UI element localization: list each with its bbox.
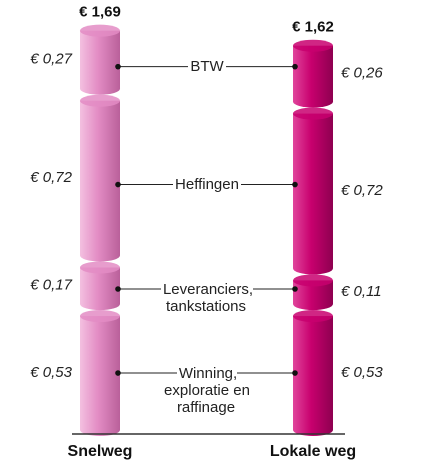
value-label: € 0,72 xyxy=(30,169,72,186)
connector-dot xyxy=(115,63,121,70)
connector-dot xyxy=(115,286,121,292)
cylinder-top xyxy=(80,94,120,107)
value-label: € 0,11 xyxy=(341,283,382,300)
cylinder xyxy=(293,45,333,102)
cylinder xyxy=(293,280,333,305)
cylinder-top xyxy=(293,107,333,120)
cylinder xyxy=(80,267,120,305)
category-label: Snelweg xyxy=(68,443,133,460)
cylinder xyxy=(80,316,120,430)
cylinder xyxy=(293,316,333,430)
value-label: € 0,72 xyxy=(341,182,383,199)
cylinder-top xyxy=(80,24,120,37)
series-name: Heffingen xyxy=(173,176,241,194)
total-label: € 1,69 xyxy=(79,4,121,21)
series-label: Winning, exploratie en raffinage xyxy=(153,364,261,416)
cylinder-top xyxy=(293,39,333,52)
series-label: Heffingen xyxy=(153,176,261,194)
cylinder-top xyxy=(80,310,120,323)
series-name: Winning, exploratie en raffinage xyxy=(164,364,250,416)
connector-dot xyxy=(292,286,298,292)
cylinder-top xyxy=(80,261,120,274)
value-label: € 0,27 xyxy=(30,51,72,68)
connector-dot xyxy=(115,181,121,188)
connector-dot xyxy=(115,370,121,376)
value-label: € 0,26 xyxy=(341,65,383,82)
value-label: € 0,17 xyxy=(30,277,72,294)
category-label: Lokale weg xyxy=(270,443,356,460)
total-label: € 1,62 xyxy=(292,19,334,36)
value-label: € 0,53 xyxy=(30,364,72,381)
cylinder xyxy=(80,30,120,89)
value-label: € 0,53 xyxy=(341,364,383,381)
series-label: BTW xyxy=(153,58,261,76)
series-name: BTW xyxy=(188,58,226,76)
cylinder xyxy=(80,100,120,256)
series-name: Leveranciers, tankstations xyxy=(160,280,254,315)
cylinder-top xyxy=(293,274,333,287)
connector-dot xyxy=(292,181,298,188)
cylinder xyxy=(293,113,333,269)
connector-dot xyxy=(292,370,298,376)
cylinder-top xyxy=(293,310,333,323)
series-label: Leveranciers, tankstations xyxy=(153,280,261,315)
connector-dot xyxy=(292,63,298,70)
